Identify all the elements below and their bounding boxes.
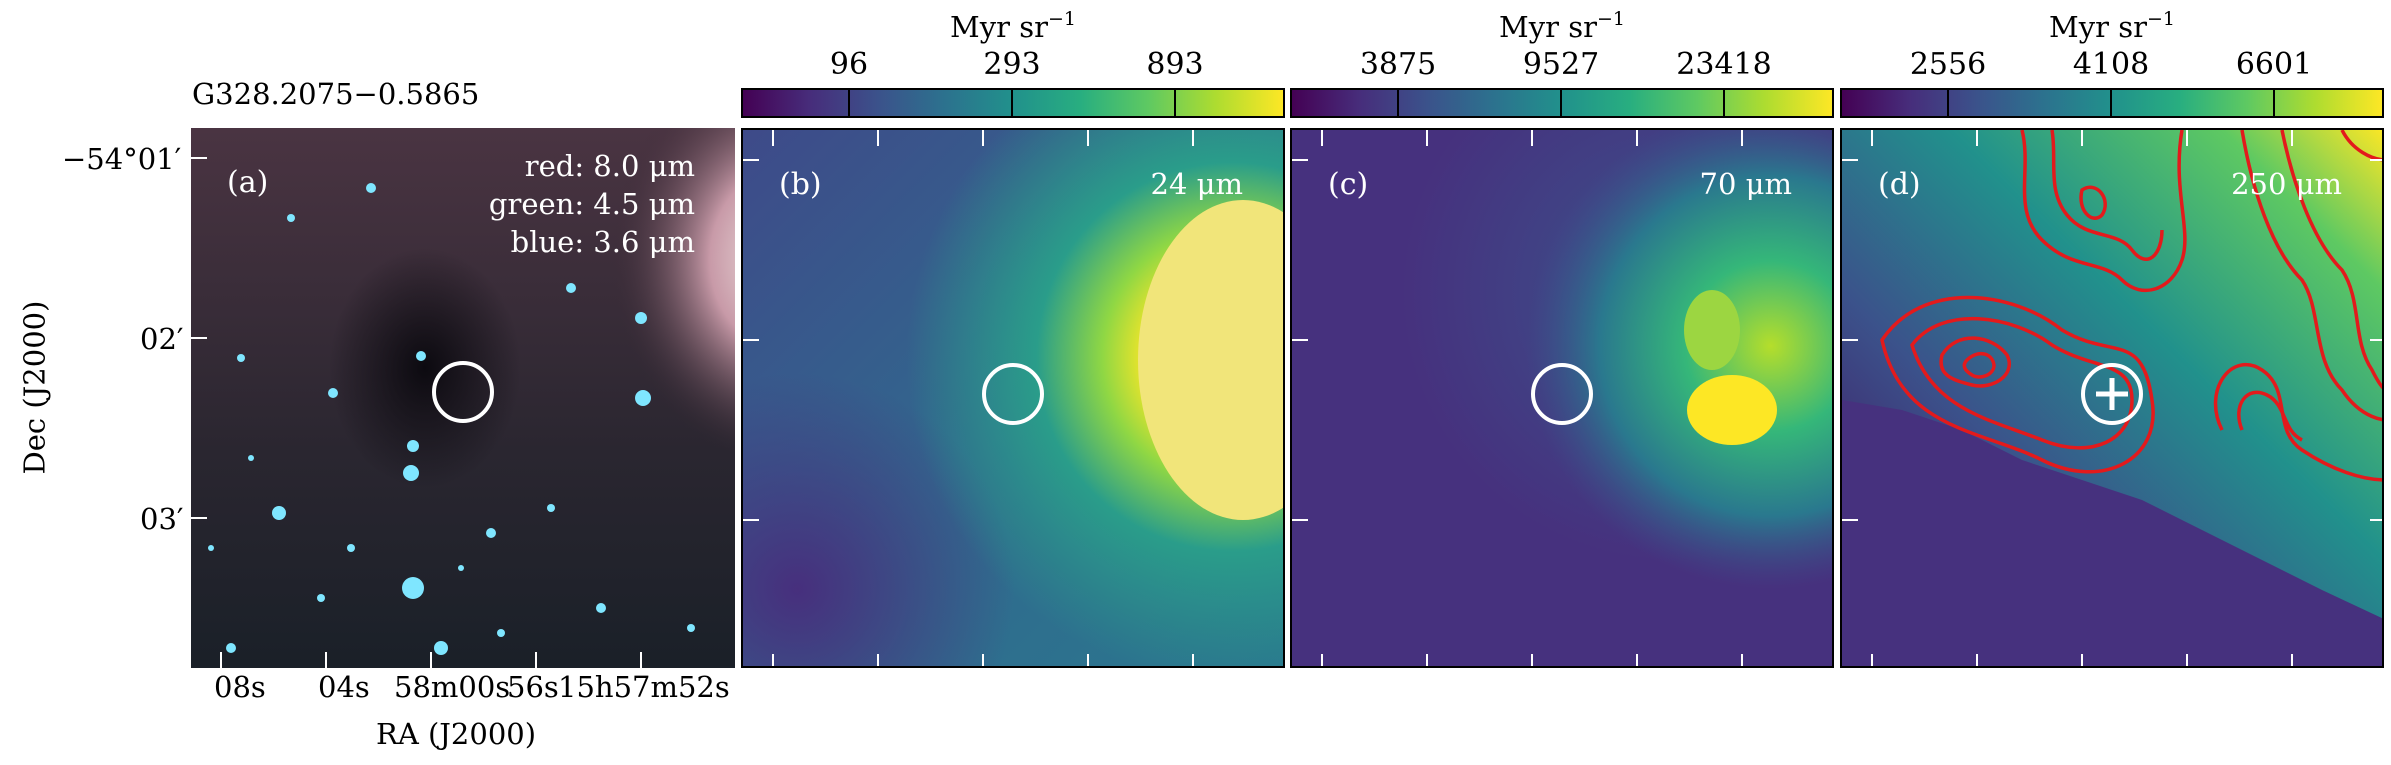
panel-c-cbar-tick: 23418	[1676, 47, 1772, 82]
panel-b-24um-map: (b) 24 μm	[741, 128, 1285, 668]
ra-tick-label: 15h57m52s	[558, 670, 730, 704]
panel-b-colorbar	[741, 88, 1285, 118]
dec-tick-label: −54°01′	[62, 142, 182, 176]
panel-b-cbar-tick: 96	[829, 47, 869, 82]
panel-a-legend-blue: blue: 3.6 μm	[510, 225, 695, 259]
ra-tick-label: 04s	[318, 670, 370, 704]
ra-tick-label: 08s	[214, 670, 266, 704]
panel-a-rgb-image: (a) red: 8.0 μm green: 4.5 μm blue: 3.6 …	[191, 128, 735, 668]
panel-a-label: (a)	[227, 165, 269, 200]
panel-d-colorbar	[1840, 88, 2384, 118]
panel-b-colorbar-title: Myr sr−1	[950, 8, 1076, 44]
panel-c-cbar-tick: 9527	[1522, 47, 1600, 82]
dec-tick-label: 02′	[140, 322, 184, 356]
panel-d-cbar-tick: 2556	[1909, 47, 1987, 82]
source-title: G328.2075−0.5865	[192, 77, 480, 111]
panel-d-cbar-tick: 4108	[2072, 47, 2150, 82]
panel-d-label: (d)	[1878, 167, 1921, 202]
panel-a-legend-red: red: 8.0 μm	[524, 149, 695, 183]
panel-d-cbar-tick: 6601	[2235, 47, 2313, 82]
panel-b-cbar-tick: 893	[1146, 47, 1204, 82]
dec-tick-label: 03′	[140, 502, 184, 536]
panel-c-cbar-tick: 3875	[1359, 47, 1437, 82]
y-axis-label: Dec (J2000)	[17, 300, 52, 475]
ra-tick-label: 58m00s	[394, 670, 511, 704]
panel-b-wavelength: 24 μm	[1150, 167, 1243, 201]
panel-c-colorbar-title: Myr sr−1	[1499, 8, 1625, 44]
panel-c-colorbar	[1290, 88, 1834, 118]
panel-c-wavelength: 70 μm	[1699, 167, 1792, 201]
ra-tick-label: 56s	[507, 670, 559, 704]
panel-c-70um-map: (c) 70 μm	[1290, 128, 1834, 668]
x-axis-label: RA (J2000)	[376, 717, 537, 751]
panel-d-250um-map: (d) 250 μm	[1840, 128, 2384, 668]
panel-c-label: (c)	[1328, 167, 1369, 202]
panel-b-label: (b)	[779, 167, 822, 202]
panel-a-legend-green: green: 4.5 μm	[488, 187, 695, 221]
panel-d-wavelength: 250 μm	[2231, 167, 2342, 201]
panel-b-cbar-tick: 293	[983, 47, 1041, 82]
panel-d-colorbar-title: Myr sr−1	[2049, 8, 2175, 44]
